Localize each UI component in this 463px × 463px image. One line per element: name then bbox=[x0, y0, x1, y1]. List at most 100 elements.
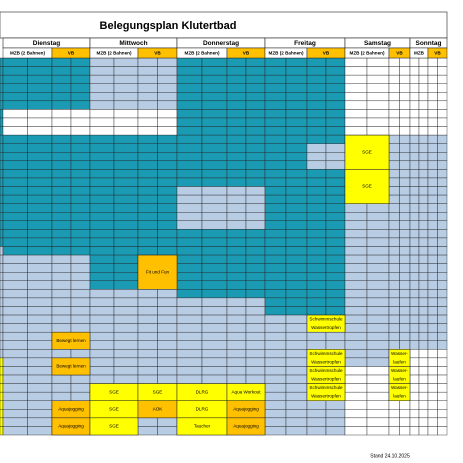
cell bbox=[157, 152, 178, 162]
cell bbox=[366, 383, 390, 393]
cell bbox=[27, 83, 53, 93]
cell bbox=[264, 186, 287, 196]
day-header: Dienstag bbox=[33, 40, 60, 47]
cell bbox=[325, 212, 346, 221]
cell bbox=[399, 323, 411, 333]
cell bbox=[113, 194, 139, 204]
cell bbox=[27, 186, 53, 196]
cell bbox=[264, 349, 287, 359]
cell bbox=[427, 331, 438, 341]
cell bbox=[89, 152, 115, 162]
cell bbox=[201, 134, 228, 144]
cell bbox=[409, 280, 420, 290]
cell bbox=[264, 314, 287, 324]
cell bbox=[306, 194, 327, 204]
cell bbox=[418, 417, 429, 427]
cell bbox=[113, 314, 139, 324]
cell bbox=[388, 426, 400, 436]
cell bbox=[388, 263, 400, 273]
cell bbox=[157, 194, 178, 204]
cell bbox=[388, 160, 400, 170]
cell bbox=[157, 357, 178, 367]
cell bbox=[388, 100, 400, 110]
cell bbox=[264, 426, 287, 436]
cell bbox=[245, 177, 266, 187]
cell bbox=[0, 366, 4, 376]
cell bbox=[344, 374, 368, 384]
cell bbox=[418, 212, 429, 221]
cell bbox=[344, 263, 368, 273]
cell bbox=[264, 246, 287, 256]
cell bbox=[264, 357, 287, 367]
cell bbox=[437, 417, 448, 427]
cell bbox=[113, 246, 139, 256]
cell bbox=[27, 306, 53, 316]
cell bbox=[51, 74, 72, 84]
cell bbox=[306, 74, 327, 84]
cell bbox=[27, 383, 53, 393]
cell bbox=[137, 169, 158, 179]
booking-label: SGE bbox=[362, 149, 372, 154]
cell bbox=[113, 117, 139, 127]
cell bbox=[399, 194, 411, 204]
cell bbox=[264, 323, 287, 333]
cell bbox=[157, 186, 178, 196]
cell bbox=[0, 426, 4, 436]
cell bbox=[399, 417, 411, 427]
cell bbox=[409, 331, 420, 341]
cell bbox=[366, 366, 390, 376]
cell bbox=[366, 83, 390, 93]
cell bbox=[388, 66, 400, 76]
cell bbox=[51, 143, 72, 153]
cell bbox=[409, 426, 420, 436]
cell bbox=[388, 306, 400, 316]
cell bbox=[285, 212, 308, 221]
cell bbox=[201, 237, 228, 247]
cell bbox=[306, 126, 327, 136]
booking-label: Wassertropfen bbox=[311, 394, 341, 399]
cell bbox=[285, 280, 308, 290]
cell bbox=[137, 186, 158, 196]
cell bbox=[137, 203, 158, 213]
cell bbox=[27, 177, 53, 187]
cell bbox=[2, 134, 28, 144]
cell bbox=[157, 109, 178, 119]
cell bbox=[264, 289, 287, 299]
cell bbox=[201, 169, 228, 179]
cell bbox=[437, 143, 448, 153]
cell bbox=[418, 366, 429, 376]
cell bbox=[366, 289, 390, 299]
cell bbox=[325, 272, 346, 281]
day-header: Freitag bbox=[294, 40, 316, 47]
cell bbox=[437, 237, 448, 247]
cell bbox=[137, 349, 158, 359]
cell bbox=[409, 100, 420, 110]
cell bbox=[366, 306, 390, 316]
cell bbox=[70, 160, 91, 170]
sub-header: MZB (2 Bahnen) bbox=[97, 51, 132, 56]
cell bbox=[0, 417, 4, 427]
cell bbox=[344, 349, 368, 359]
cell bbox=[137, 220, 158, 230]
cell bbox=[344, 83, 368, 93]
cell bbox=[285, 417, 308, 427]
cell bbox=[176, 194, 203, 204]
cell bbox=[70, 117, 91, 127]
cell bbox=[306, 203, 327, 213]
cell bbox=[245, 331, 266, 341]
booking-block bbox=[226, 417, 266, 436]
cell bbox=[51, 177, 72, 187]
sub-header: VB bbox=[323, 51, 330, 56]
cell bbox=[89, 66, 115, 76]
cell bbox=[245, 297, 266, 307]
cell bbox=[2, 143, 28, 153]
cell bbox=[245, 194, 266, 204]
cell bbox=[245, 349, 266, 359]
cell bbox=[176, 212, 203, 221]
cell bbox=[306, 272, 327, 281]
cell bbox=[366, 263, 390, 273]
cell bbox=[2, 74, 28, 84]
cell bbox=[388, 323, 400, 333]
cell bbox=[2, 117, 28, 127]
cell bbox=[285, 134, 308, 144]
